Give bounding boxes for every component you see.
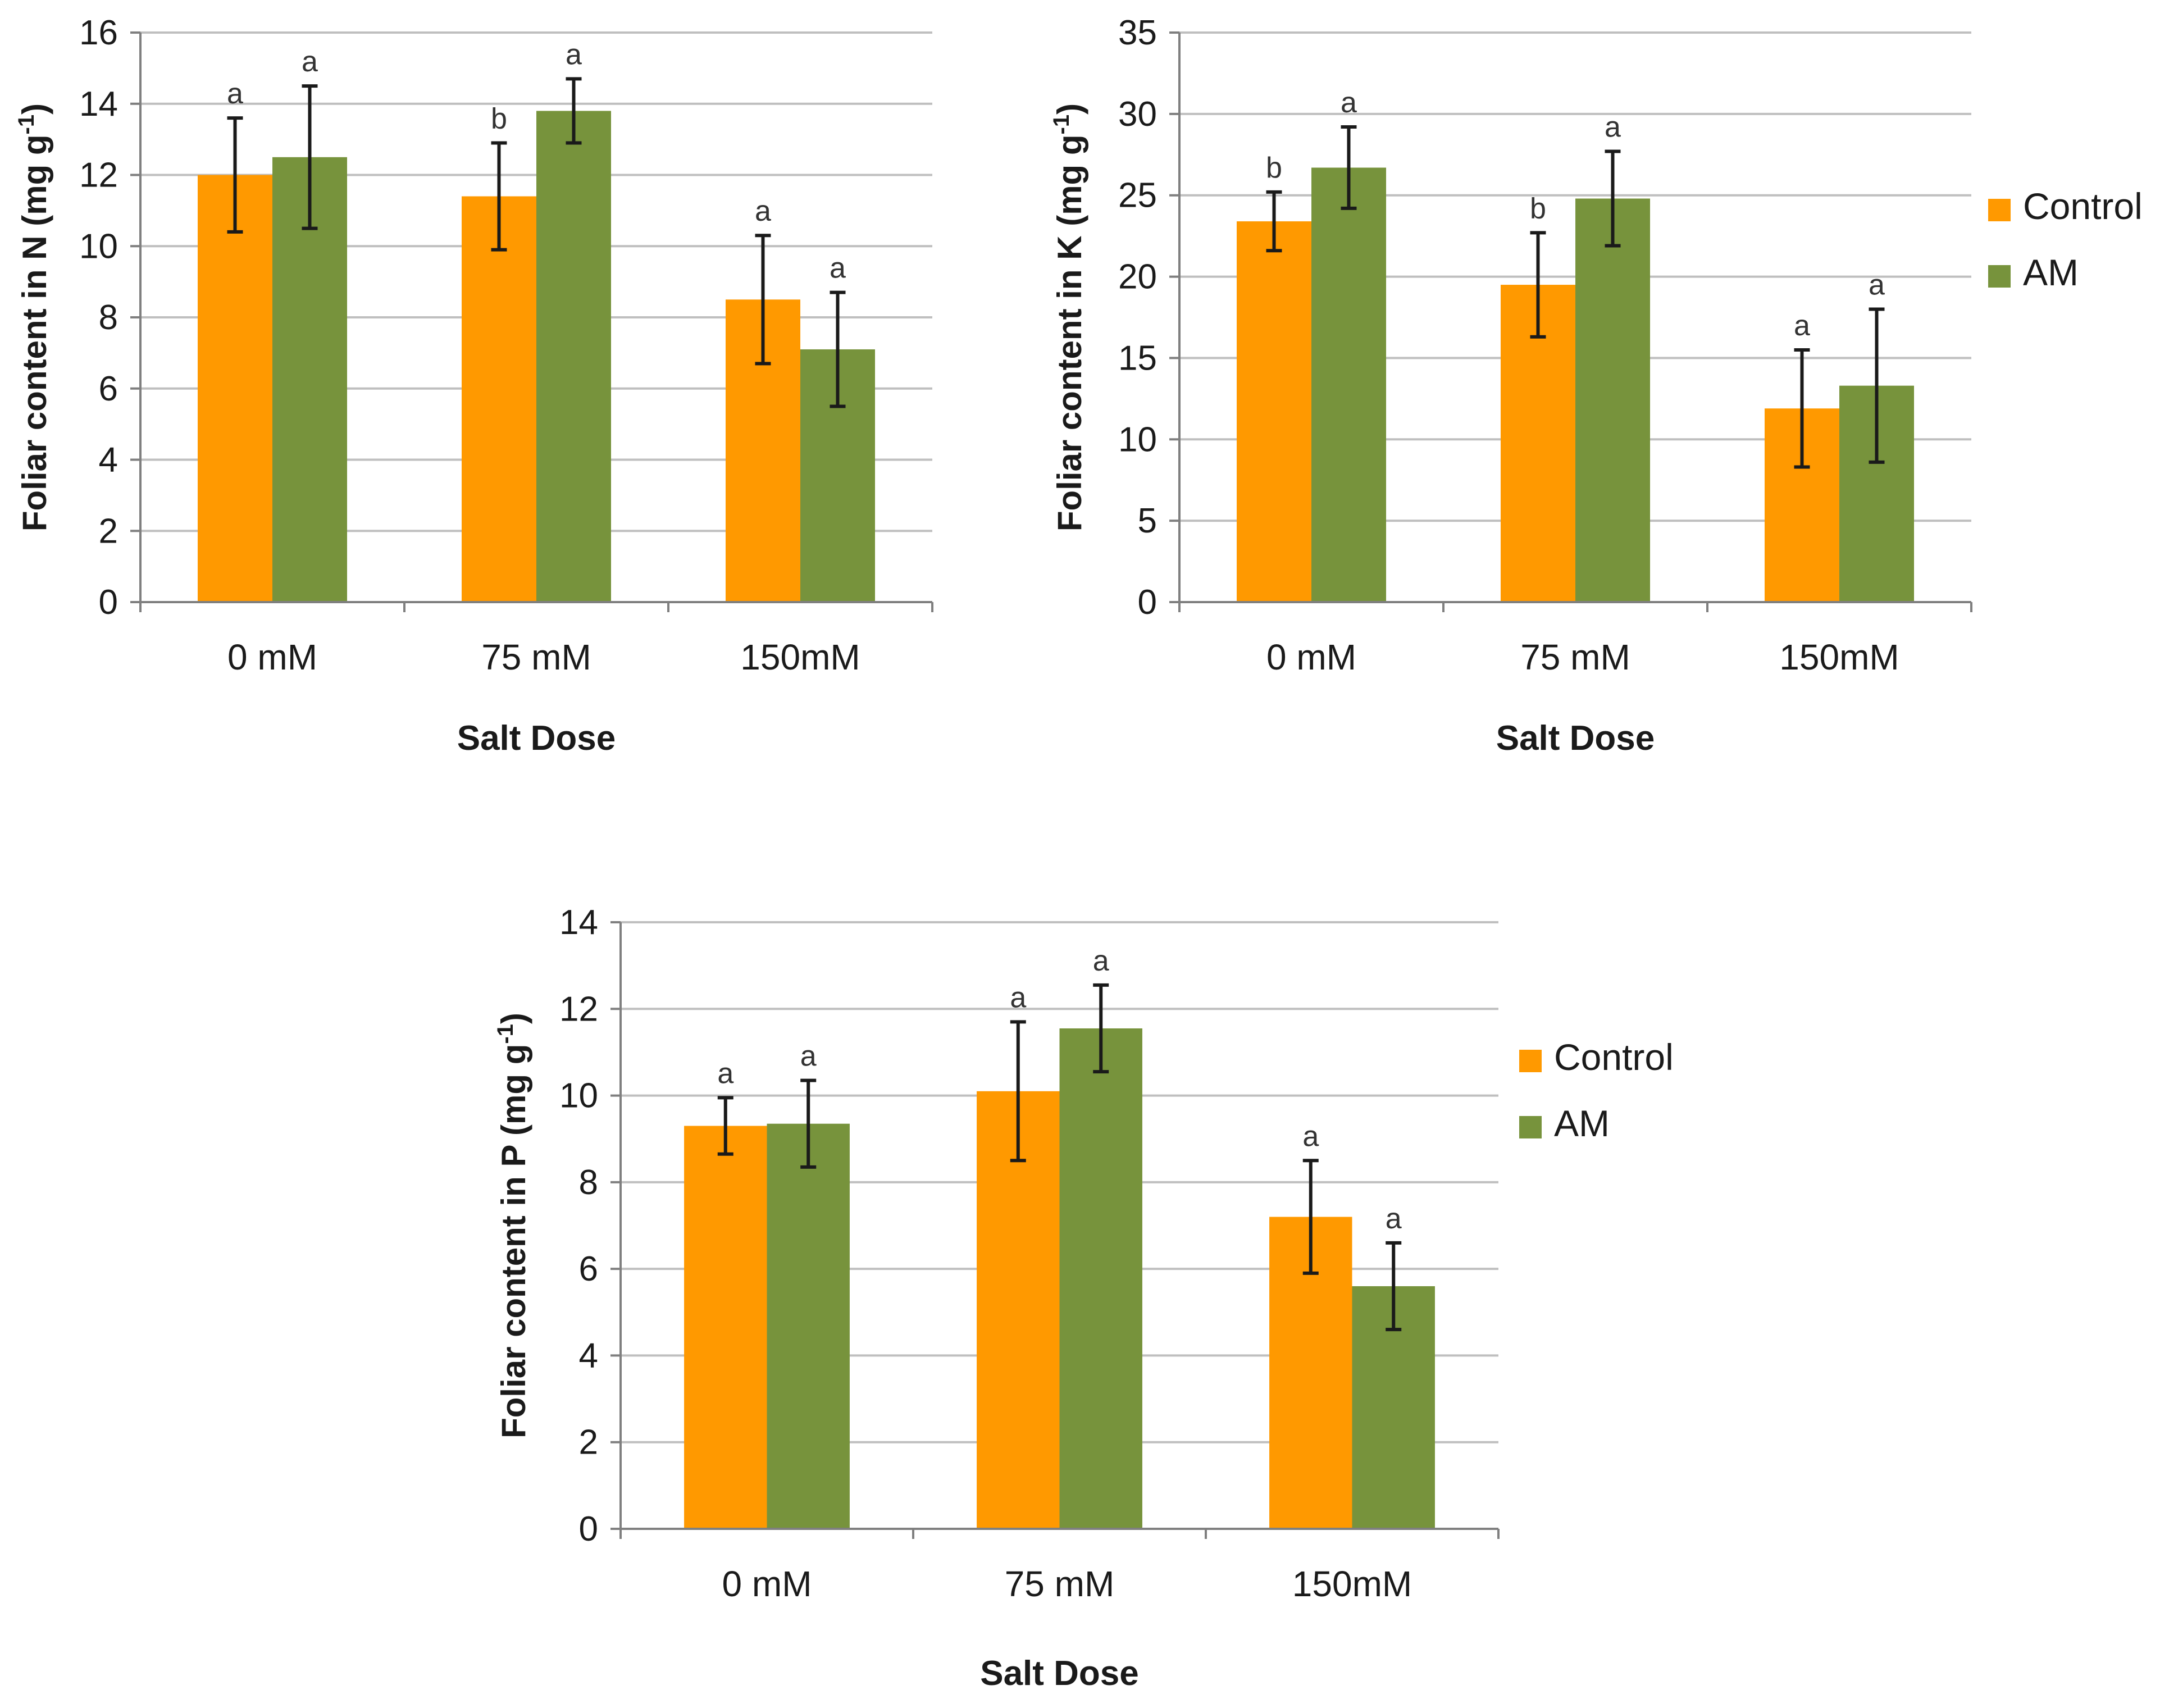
x-category-label: 150mM bbox=[1292, 1564, 1412, 1604]
y-axis-title-close: ) bbox=[16, 103, 53, 115]
legend-control-swatch bbox=[1988, 199, 2011, 221]
y-axis-title: Foliar content in K (mg g-1) bbox=[1049, 103, 1088, 531]
bar-am-1 bbox=[272, 157, 348, 602]
y-tick-label: 12 bbox=[79, 156, 118, 195]
y-tick-label: 15 bbox=[1118, 339, 1157, 377]
bar-am-1 bbox=[1311, 167, 1387, 602]
y-tick-label: 2 bbox=[579, 1423, 598, 1462]
significance-letter: a bbox=[1386, 1203, 1402, 1235]
y-axis-title-main: Foliar content in N (mg g bbox=[16, 134, 53, 531]
y-axis-title: Foliar content in N (mg g-1) bbox=[14, 103, 53, 531]
y-tick-label: 8 bbox=[579, 1163, 598, 1202]
chart-panel-k: 0 5 10 15 20 25 30 35 b a 0 mM b a 75 mM a a 150mM Salt D… bbox=[1049, 13, 2143, 758]
legend-am-label: AM bbox=[1554, 1103, 1610, 1144]
x-category-label: 0 mM bbox=[722, 1564, 812, 1604]
legend-control-label: Control bbox=[1554, 1036, 1674, 1078]
bar-control-2 bbox=[461, 196, 536, 602]
bar-am-2 bbox=[1059, 1028, 1142, 1529]
y-tick-label: 10 bbox=[559, 1077, 598, 1115]
y-axis-title-superscript: -1 bbox=[1049, 115, 1074, 135]
significance-letter: a bbox=[800, 1040, 817, 1073]
y-axis-title-close: ) bbox=[1051, 103, 1088, 115]
bar-am-2 bbox=[536, 111, 612, 603]
legend-am-swatch bbox=[1519, 1116, 1542, 1138]
x-category-label: 150mM bbox=[740, 637, 860, 677]
significance-letter: a bbox=[1093, 945, 1109, 977]
x-axis-title: Salt Dose bbox=[1496, 719, 1655, 758]
significance-letter: a bbox=[1794, 309, 1810, 342]
significance-letter: a bbox=[566, 38, 582, 71]
significance-letter: a bbox=[755, 195, 771, 227]
x-category-label: 0 mM bbox=[227, 637, 317, 677]
bar-am-1 bbox=[767, 1123, 850, 1529]
legend-am-swatch bbox=[1988, 265, 2011, 288]
y-tick-label: 8 bbox=[99, 298, 118, 337]
y-tick-label: 10 bbox=[1118, 420, 1157, 459]
y-tick-label: 14 bbox=[559, 903, 598, 942]
y-tick-label: 25 bbox=[1118, 176, 1157, 215]
y-tick-label: 2 bbox=[99, 512, 118, 550]
chart-panel-n: 0 2 4 6 8 10 12 14 16 a a 0 mM b a 75 mM a a 150mM Salt Do… bbox=[14, 13, 933, 758]
y-tick-label: 0 bbox=[1138, 583, 1157, 622]
significance-letter: a bbox=[1302, 1120, 1319, 1153]
y-tick-label: 0 bbox=[579, 1510, 598, 1548]
bar-control-1 bbox=[197, 175, 272, 602]
y-axis-title-main: Foliar content in K (mg g bbox=[1051, 134, 1088, 531]
x-category-label: 75 mM bbox=[1520, 637, 1630, 677]
y-tick-label: 5 bbox=[1138, 502, 1157, 540]
y-tick-label: 16 bbox=[79, 13, 118, 52]
y-tick-label: 4 bbox=[99, 441, 118, 480]
significance-letter: a bbox=[1341, 86, 1357, 119]
significance-letter: a bbox=[302, 45, 318, 78]
y-axis-title-close: ) bbox=[495, 1013, 532, 1024]
significance-letter: b bbox=[1530, 192, 1546, 225]
legend-am-label: AM bbox=[2023, 252, 2079, 293]
y-tick-label: 10 bbox=[79, 227, 118, 266]
y-tick-label: 14 bbox=[79, 85, 118, 124]
x-category-label: 75 mM bbox=[481, 637, 591, 677]
y-tick-label: 6 bbox=[99, 370, 118, 408]
bar-control-2 bbox=[977, 1091, 1060, 1529]
bar-control-1 bbox=[684, 1126, 767, 1529]
significance-letter: a bbox=[717, 1057, 733, 1090]
y-axis-title-superscript: -1 bbox=[493, 1024, 518, 1044]
x-axis-title: Salt Dose bbox=[457, 719, 616, 758]
significance-letter: a bbox=[1010, 981, 1026, 1014]
y-axis-title-main: Foliar content in P (mg g bbox=[495, 1044, 532, 1438]
y-tick-label: 20 bbox=[1118, 258, 1157, 297]
significance-letter: a bbox=[1605, 111, 1621, 143]
significance-letter: b bbox=[1266, 152, 1282, 184]
significance-letter: a bbox=[227, 78, 243, 110]
y-tick-label: 35 bbox=[1118, 13, 1157, 52]
legend-control-swatch bbox=[1519, 1050, 1542, 1072]
x-category-label: 0 mM bbox=[1266, 637, 1356, 677]
y-axis-title-superscript: -1 bbox=[14, 115, 39, 135]
y-tick-label: 4 bbox=[579, 1336, 598, 1375]
y-tick-label: 30 bbox=[1118, 95, 1157, 134]
y-tick-label: 6 bbox=[579, 1250, 598, 1288]
bar-control-1 bbox=[1236, 221, 1311, 602]
chart-panel-p: 0 2 4 6 8 10 12 14 a a 0 mM a a 75 mM a a 150mM Salt Dose… bbox=[493, 903, 1674, 1693]
legend-control-label: Control bbox=[2023, 185, 2143, 227]
x-category-label: 75 mM bbox=[1005, 1564, 1115, 1604]
significance-letter: a bbox=[830, 252, 846, 285]
significance-letter: a bbox=[1869, 269, 1885, 302]
y-axis-title: Foliar content in P (mg g-1) bbox=[493, 1013, 532, 1438]
y-tick-label: 0 bbox=[99, 583, 118, 622]
significance-letter: b bbox=[491, 102, 507, 135]
x-axis-title: Salt Dose bbox=[980, 1654, 1139, 1693]
y-tick-label: 12 bbox=[559, 990, 598, 1028]
legend: Control AM bbox=[1988, 185, 2143, 293]
bar-am-2 bbox=[1575, 198, 1651, 603]
legend: Control AM bbox=[1519, 1036, 1674, 1144]
x-category-label: 150mM bbox=[1779, 637, 1899, 677]
